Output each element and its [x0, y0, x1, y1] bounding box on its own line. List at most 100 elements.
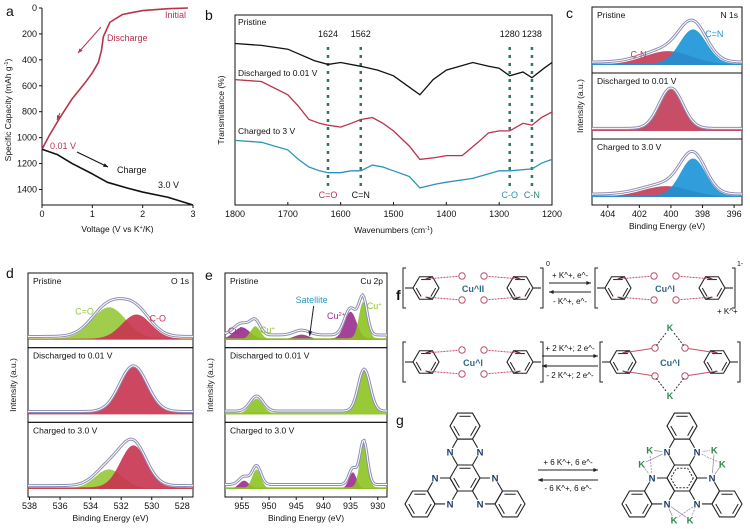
f-row2-product-right-ring-double-bond	[706, 361, 713, 371]
f-row2-reactant-oxygen-atom	[480, 370, 488, 378]
a-annotation-discharge: Discharge	[107, 33, 148, 43]
g-product-hatn-k6-nitrogen-bg	[662, 447, 672, 458]
a-charge-arrow	[76, 151, 109, 168]
panel-letter-e: e	[205, 267, 213, 283]
b-x-tick-label: 1300	[489, 209, 509, 219]
f-k-o-bond	[673, 377, 685, 392]
g-product-hatn-k6-benzo-ring	[666, 412, 698, 440]
f-row1-product-left-ring-double-bond	[622, 287, 629, 297]
g-reactant-hatn-nitrogen-label: N	[492, 474, 499, 485]
d-title: O 1s	[171, 276, 189, 286]
a-annotation-0.01V: 0.01 V	[50, 141, 76, 151]
f-row2-product-right-ring	[703, 350, 731, 374]
a-y-tick-label: 1200	[17, 159, 37, 169]
e-subpanel-label: Pristine	[230, 276, 259, 286]
g-reactant-hatn-nitrogen-bg	[475, 498, 485, 509]
f-row2-reactant-right-ring-double-bond	[509, 361, 516, 371]
g-reactant-hatn-benzo-ring-double-bond	[470, 425, 477, 437]
e-title: Cu 2p	[360, 276, 383, 286]
f-row1-product-right-ring-double-bond	[716, 287, 723, 297]
e-peak-Cu+	[225, 301, 387, 340]
c-title: N 1s	[721, 10, 738, 20]
g-product-hatn-k6-potassium-label: K	[687, 515, 694, 526]
f-row1-reverse-arrow-head	[549, 290, 554, 294]
e-subpanel-1: Discharged to 0.01 V	[224, 347, 388, 423]
g-product-hatn-k6-benzo-ring-double-bond	[670, 425, 677, 437]
c-peak-C=N	[592, 158, 742, 197]
f-row1-product-oxygen-atom	[672, 296, 680, 304]
f-row2-reactant-c-o-bond	[425, 370, 463, 375]
g-forward-arrow-head	[593, 468, 598, 472]
f-row2-product-c-o-bond	[684, 370, 718, 377]
g-product-hatn-k6-benzo-ring	[621, 490, 653, 518]
f-row2-product-metal-label: Cu^I	[660, 358, 680, 368]
d-peak-label: C=O	[75, 306, 94, 316]
a-charge-arrow-shaft	[76, 151, 109, 168]
f-row2-reverse-label: - 2 K^+; 2 e^-	[546, 371, 594, 380]
g-reactant-hatn-central-ring	[449, 464, 481, 492]
a-x-tick-label: 0	[39, 209, 44, 219]
e-subpanel-0: Pristine Cu 2p Cu2+ Cu+ Satellite Cu2+ Cu+	[224, 272, 388, 349]
g-reverse-arrow	[538, 478, 598, 482]
f-row1-forward-arrow-head	[586, 281, 591, 285]
g-product-hatn-k6-potassium-label: K	[711, 446, 718, 457]
f-row2-reactant-metal-label: Cu^I	[463, 358, 483, 368]
e-satellite-arrow	[308, 305, 315, 336]
c-x-tick-label: 400	[663, 209, 678, 219]
f-row1-counter-ion: + K^+	[717, 307, 738, 316]
g-product-hatn-k6-potassium-bg	[637, 459, 647, 469]
c-peak-C-N	[592, 88, 742, 131]
f-row1-product-left-ring-double-bond	[607, 287, 614, 297]
d-subpanel-2: Charged to 3.0 V	[27, 421, 194, 498]
g-product-hatn-k6-central-ring	[666, 464, 698, 492]
f-row1-reactant-oxygen-atom	[480, 272, 488, 280]
g-reactant-hatn-central-ring-double-bond	[453, 477, 460, 488]
d-x-tick-label: 536	[53, 501, 68, 511]
g-product-hatn-k6-benzo-ring-double-bond	[715, 503, 722, 514]
f-row1-reactant-right-ring-double-bond	[509, 287, 516, 297]
c-y-label: Intensity (a.u.)	[575, 79, 585, 133]
e-peak-Cu2+	[225, 311, 387, 340]
f-row1-reactant	[402, 267, 544, 309]
b-marker-label: 1624	[318, 29, 338, 39]
a-y-label: Specific Capacity (mAh g-1)	[3, 58, 13, 161]
e-peak-Cu+	[225, 398, 387, 415]
e-peak-label: Cu+	[260, 325, 276, 335]
f-row1-product-c-o-bond	[617, 275, 655, 280]
f-row2-product-oxygen-atom	[651, 344, 659, 352]
e-x-tick-label: 935	[343, 501, 358, 511]
b-marker-label: 1280	[500, 29, 520, 39]
g-product-hatn-k6-potassium-bg	[685, 515, 695, 525]
e-peak-label: Cu2+	[327, 311, 346, 321]
a-y-tick-label: 600	[22, 81, 37, 91]
f-row2-reactant-c-o-bond	[483, 349, 521, 354]
e-satellite-arrow-shaft	[309, 305, 315, 336]
g-product-hatn-k6-benzo-ring-double-bond	[642, 503, 649, 514]
g-reactant-hatn-nitrogen-label: N	[447, 499, 454, 510]
g-product-hatn-k6-nitrogen-bg	[707, 473, 717, 483]
g-product-hatn-k6-delocalized-ring	[670, 467, 694, 489]
a-discharge-arrow-2-head	[57, 115, 61, 120]
g-reactant-hatn-nitrogen-bg	[475, 447, 485, 458]
g-product-hatn-k6-k-n-bond	[649, 450, 653, 479]
f-row2-forward-arrow-head	[593, 354, 598, 358]
a-y-tick-label: 1400	[17, 184, 37, 194]
f-row1-reactant-left-ring-double-bond	[415, 287, 422, 297]
g-product-hatn-k6-benzo-ring-double-bond	[687, 425, 694, 437]
g-reactant-hatn-benzo-ring-double-bond	[453, 425, 460, 437]
f-row1-reactant-left-ring	[412, 276, 440, 300]
f-row1-product	[594, 267, 736, 309]
f-row2-product-c-o-bond	[684, 347, 718, 354]
f-k-o-bond	[655, 332, 667, 347]
g-reactant-hatn: N N N N N N	[404, 412, 526, 518]
g-product-hatn-k6-benzo-ring-double-bond	[625, 503, 632, 514]
b-y-label: Transmittance (%)	[216, 75, 226, 144]
b-series-label: Pristine	[238, 17, 267, 27]
g-product-hatn-k6-potassium-label: K	[671, 515, 678, 526]
a-annotation-3.0V: 3.0 V	[158, 180, 179, 190]
a-y-tick-label: 200	[22, 29, 37, 39]
d-envelope-highlight	[28, 438, 194, 487]
d-x-tick-label: 538	[22, 501, 37, 511]
